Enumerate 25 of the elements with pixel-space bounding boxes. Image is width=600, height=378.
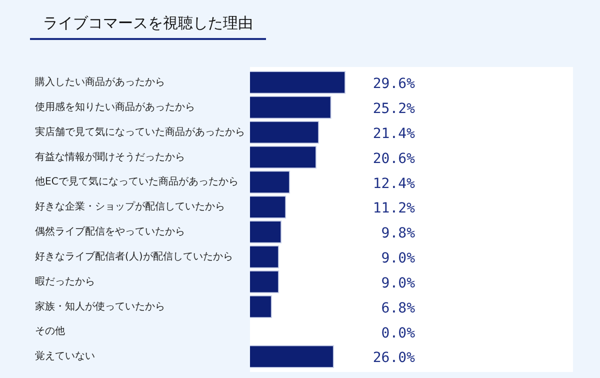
y-tick-label: 暇だったから [35, 276, 95, 288]
y-tick-label: 好きな企業・ショップが配信していたから [35, 200, 225, 213]
y-tick-label: 実店舗で見て気になっていた商品があったから [35, 126, 245, 138]
data-label: 25.2% [372, 101, 416, 118]
data-label: 26.0% [372, 350, 416, 366]
chart-title: ライブコマースを視聴した理由 [30, 14, 266, 40]
data-label: 9.8% [381, 226, 416, 242]
data-label: 21.4% [372, 126, 416, 142]
data-label: 0.0% [381, 325, 416, 342]
data-label: 9.0% [381, 275, 416, 292]
y-tick-label: 他ECで見て気になっていた商品があったから [35, 176, 238, 188]
data-label: 12.4% [372, 176, 416, 192]
data-label: 20.6% [372, 150, 416, 167]
y-tick-label: 使用感を知りたい商品があったから [35, 100, 195, 113]
y-tick-label: 家族・知人が使っていたから [35, 300, 165, 312]
data-label: 29.6% [372, 76, 416, 92]
data-label: 6.8% [381, 300, 416, 316]
y-tick-label: 好きなライブ配信者(人)が配信していたから [35, 250, 233, 262]
y-tick-label: その他 [35, 325, 65, 338]
y-tick-label: 購入したい商品があったから [35, 76, 165, 88]
data-label: 11.2% [372, 200, 416, 217]
y-tick-label: 偶然ライブ配信をやっていたから [35, 226, 185, 238]
y-tick-label: 有益な情報が聞けそうだったから [35, 150, 185, 163]
y-tick-label: 覚えていない [35, 350, 95, 362]
data-label: 9.0% [381, 250, 416, 267]
